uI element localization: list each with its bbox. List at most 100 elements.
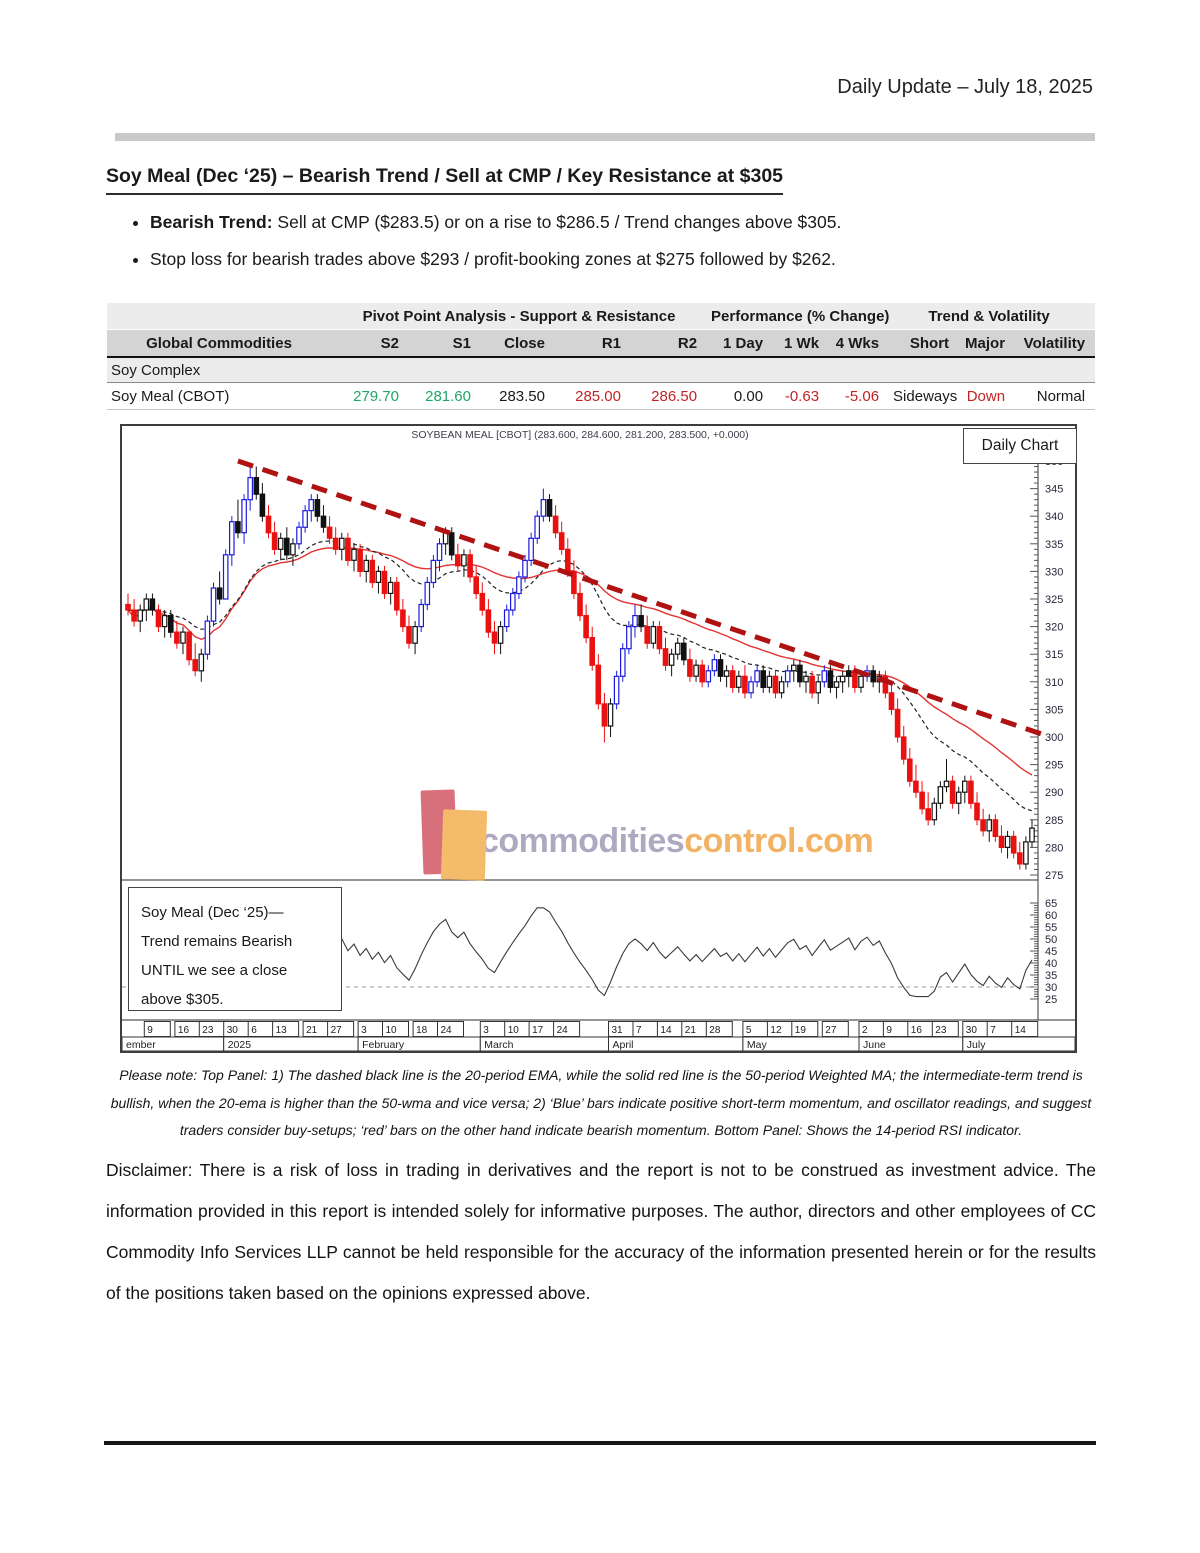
disclaimer-text: Disclaimer: There is a risk of loss in t… [106,1160,1096,1303]
svg-text:12: 12 [770,1025,782,1036]
svg-text:30: 30 [227,1025,239,1036]
svg-text:6: 6 [251,1025,257,1036]
svg-text:February: February [362,1039,405,1051]
col-global-commodities: Global Commodities [107,329,337,358]
table-row: Soy Meal (CBOT) 279.70 281.60 283.50 285… [107,382,1096,410]
svg-text:18: 18 [416,1025,428,1036]
cell-r1: 285.00 [555,382,631,410]
cell-short: Sideways [889,382,960,410]
table-group-header-row: Pivot Point Analysis - Support & Resista… [107,303,1096,330]
svg-text:May: May [747,1039,768,1051]
col-short: Short [889,329,960,358]
col-volatility: Volatility [1015,329,1096,358]
svg-text:290: 290 [1045,787,1063,799]
cell-name: Soy Meal (CBOT) [107,382,337,410]
svg-text:24: 24 [557,1025,569,1036]
cell-4wks: -5.06 [829,382,890,410]
col-4wks: 4 Wks [829,329,890,358]
svg-text:30: 30 [1045,982,1057,994]
cell-close: 283.50 [481,382,555,410]
svg-text:14: 14 [660,1025,672,1036]
svg-text:July: July [967,1039,986,1051]
svg-text:335: 335 [1045,539,1063,551]
svg-text:3: 3 [361,1025,367,1036]
group-header-performance: Performance (% Change) [707,303,890,330]
svg-text:30: 30 [966,1025,978,1036]
page-header-date: Daily Update – July 18, 2025 [837,76,1093,98]
summary-bullets: Bearish Trend: Sell at CMP ($283.5) or o… [106,212,1066,286]
col-1day: 1 Day [707,329,774,358]
page-title: Soy Meal (Dec ‘25) – Bearish Trend / Sel… [106,165,784,195]
cell-1wk: -0.63 [773,382,830,410]
svg-text:21: 21 [306,1025,318,1036]
svg-text:2: 2 [862,1025,868,1036]
svg-text:7: 7 [636,1025,642,1036]
group-header-spacer [107,303,337,330]
svg-text:March: March [484,1039,513,1051]
cell-s1: 281.60 [409,382,481,410]
bullet-trend-lead: Bearish Trend: [150,212,273,232]
svg-text:60: 60 [1045,910,1057,922]
col-r2: R2 [631,329,708,358]
svg-text:ember: ember [126,1039,156,1051]
table-column-header-row: Global Commodities S2 S1 Close R1 R2 1 D… [107,329,1096,358]
svg-text:35: 35 [1045,970,1057,982]
svg-text:27: 27 [825,1025,837,1036]
chart-footnote: Please note: Top Panel: 1) The dashed bl… [110,1067,1092,1138]
svg-text:7: 7 [990,1025,996,1036]
svg-text:27: 27 [331,1025,343,1036]
svg-text:24: 24 [441,1025,453,1036]
cell-volatility: Normal [1015,382,1096,410]
col-r1: R1 [555,329,631,358]
svg-text:13: 13 [276,1025,288,1036]
header-divider-bar [115,133,1095,141]
svg-text:17: 17 [532,1025,544,1036]
svg-text:21: 21 [685,1025,697,1036]
bullet-stoploss: Stop loss for bearish trades above $293 … [150,249,1066,270]
svg-text:5: 5 [746,1025,752,1036]
svg-text:10: 10 [386,1025,398,1036]
watermark-orange-block [440,809,488,881]
svg-text:275: 275 [1045,870,1063,882]
watermark-logo: commoditiescontrol.com [420,784,874,881]
watermark-part2: control.com [684,821,874,860]
svg-text:2025: 2025 [228,1039,252,1051]
svg-text:40: 40 [1045,958,1057,970]
cell-s2: 279.70 [337,382,409,410]
svg-text:55: 55 [1045,922,1057,934]
bullet-trend: Bearish Trend: Sell at CMP ($283.5) or o… [150,212,1066,233]
bullet-trend-text: Sell at CMP ($283.5) or on a rise to $28… [272,212,842,232]
svg-text:320: 320 [1045,622,1063,634]
svg-text:10: 10 [508,1025,520,1036]
chart-annotation-box: Soy Meal (Dec ‘25)— Trend remains Bearis… [128,887,342,1011]
svg-text:16: 16 [178,1025,190,1036]
col-major: Major [959,329,1016,358]
cell-1day: 0.00 [707,382,774,410]
svg-text:300: 300 [1045,732,1063,744]
svg-text:23: 23 [202,1025,214,1036]
svg-text:65: 65 [1045,898,1057,910]
svg-text:305: 305 [1045,704,1063,716]
pivot-table: Pivot Point Analysis - Support & Resista… [107,303,1096,410]
price-chart-panel: SOYBEAN MEAL [CBOT] (283.600, 284.600, 2… [120,424,1077,1053]
col-1wk: 1 Wk [773,329,830,358]
col-s1: S1 [409,329,481,358]
svg-text:16: 16 [911,1025,923,1036]
col-close: Close [481,329,555,358]
svg-text:14: 14 [1015,1025,1027,1036]
svg-text:31: 31 [612,1025,624,1036]
svg-text:310: 310 [1045,677,1063,689]
group-header-trend: Trend & Volatility [889,303,1096,330]
bottom-rule [104,1441,1096,1445]
bullet-stoploss-text: Stop loss for bearish trades above $293 … [150,249,836,269]
cell-major: Down [959,382,1016,410]
svg-text:325: 325 [1045,594,1063,606]
svg-text:3: 3 [483,1025,489,1036]
svg-text:28: 28 [709,1025,721,1036]
watermark-part1: commodities [480,821,685,860]
svg-text:50: 50 [1045,934,1057,946]
section-label: Soy Complex [107,357,1096,383]
svg-text:25: 25 [1045,994,1057,1006]
col-s2: S2 [337,329,409,358]
